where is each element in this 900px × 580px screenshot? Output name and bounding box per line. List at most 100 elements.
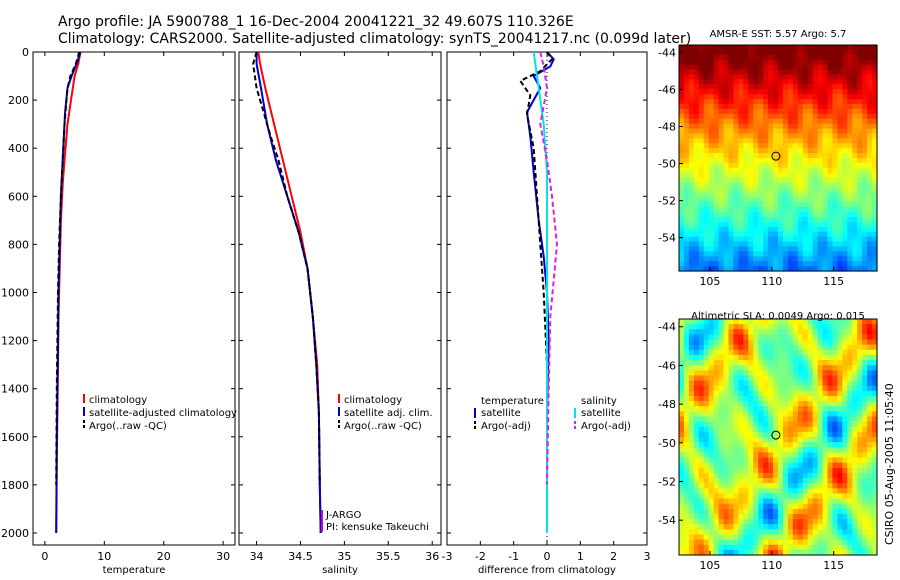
heatmap-cell <box>782 123 789 130</box>
heatmap-cell <box>782 99 789 105</box>
heatmap-cell <box>683 483 690 489</box>
heatmap-cell <box>862 493 868 500</box>
heatmap-cell <box>792 498 799 505</box>
heatmap-cell <box>822 365 829 371</box>
heatmap-cell <box>679 534 685 541</box>
heatmap-cell <box>768 59 774 66</box>
heatmap-cell <box>857 549 863 556</box>
heatmap-cell <box>693 167 700 174</box>
heatmap-cell <box>837 216 843 223</box>
heatmap-cell <box>748 49 754 56</box>
heatmap-cell <box>782 207 789 213</box>
heatmap-cell <box>688 162 695 169</box>
heatmap-cell <box>782 524 789 530</box>
heatmap-cell <box>698 426 705 433</box>
heatmap-cell <box>837 385 843 392</box>
heatmap-cell <box>703 513 710 520</box>
heatmap-cell <box>718 246 725 252</box>
heatmap-cell <box>832 344 838 351</box>
heatmap-cell <box>758 524 764 530</box>
heatmap-cell <box>812 192 819 198</box>
heatmap-cell <box>797 344 804 351</box>
heatmap-cell <box>743 148 749 154</box>
heatmap-cell <box>822 69 829 76</box>
heatmap-cell <box>713 421 720 428</box>
heatmap-cell <box>688 360 695 366</box>
heatmap-cell <box>812 256 819 262</box>
heatmap-cell <box>867 221 873 228</box>
heatmap-cell <box>797 69 804 76</box>
heatmap-cell <box>827 256 834 262</box>
heatmap-cell <box>708 344 715 351</box>
heatmap-cell <box>708 94 715 100</box>
heatmap-cell <box>842 478 848 484</box>
heatmap-cell <box>753 246 759 252</box>
heatmap-cell <box>832 395 838 402</box>
heatmap-cell <box>857 478 863 484</box>
heatmap-cell <box>817 493 824 500</box>
heatmap-cell <box>683 123 690 130</box>
heatmap-cell <box>787 118 794 125</box>
heatmap-cell <box>679 187 685 193</box>
heatmap-cell <box>688 123 695 130</box>
heatmap-cell <box>738 59 744 66</box>
heatmap-cell <box>758 256 764 262</box>
heatmap-cell <box>852 197 858 203</box>
heatmap-cell <box>842 167 848 174</box>
heatmap-cell <box>792 59 799 66</box>
heatmap-cell <box>827 447 834 453</box>
heatmap-cell <box>787 266 794 272</box>
heatmap-cell <box>723 493 730 500</box>
heatmap-cell <box>862 339 868 346</box>
heatmap-cell <box>703 334 710 341</box>
heatmap-cell <box>679 236 685 243</box>
map-frame <box>678 318 878 556</box>
heatmap-cell <box>683 437 690 443</box>
heatmap-cell <box>723 261 730 267</box>
heatmap-cell <box>763 401 769 407</box>
heatmap-cell <box>728 411 735 418</box>
heatmap-cell <box>807 84 814 90</box>
heatmap-cell <box>688 148 695 154</box>
heatmap-cell <box>827 426 834 433</box>
heatmap-cell <box>753 365 759 371</box>
heatmap-cell <box>782 349 789 356</box>
heatmap-cell <box>802 508 809 515</box>
heatmap-cell <box>817 74 824 80</box>
heatmap-cell <box>718 251 725 257</box>
heatmap-cell <box>778 478 784 484</box>
heatmap-cell <box>797 251 804 257</box>
heatmap-cell <box>822 256 829 262</box>
heatmap-cell <box>832 118 838 125</box>
heatmap-cell <box>867 370 873 377</box>
heatmap-cell <box>753 493 759 500</box>
heatmap-cell <box>693 148 700 154</box>
heatmap-cell <box>857 246 863 252</box>
heatmap-cell <box>862 231 868 238</box>
heatmap-cell <box>733 549 739 556</box>
heatmap-cell <box>797 488 804 495</box>
heatmap-cell <box>857 437 863 443</box>
heatmap-cell <box>718 401 725 407</box>
heatmap-cell <box>797 221 804 228</box>
heatmap-cell <box>683 406 690 412</box>
heatmap-cell <box>748 241 754 248</box>
heatmap-cell <box>782 167 789 174</box>
heatmap-cell <box>773 467 779 474</box>
heatmap-cell <box>773 54 779 61</box>
heatmap-cell <box>688 447 695 453</box>
heatmap-cell <box>807 49 814 56</box>
heatmap-cell <box>807 447 814 453</box>
heatmap-cell <box>847 319 853 325</box>
heatmap-cell <box>703 426 710 433</box>
heatmap-cell <box>797 79 804 85</box>
heatmap-cell <box>827 344 834 351</box>
heatmap-cell <box>787 385 794 392</box>
heatmap-cell <box>713 360 720 366</box>
heatmap-cell <box>782 437 789 443</box>
map-title: Altimetric SLA: 0.0049 Argo: 0.015 <box>691 311 865 322</box>
heatmap-cell <box>812 380 819 387</box>
heatmap-cell <box>847 390 853 397</box>
heatmap-cell <box>872 334 878 341</box>
heatmap-cell <box>733 133 739 139</box>
